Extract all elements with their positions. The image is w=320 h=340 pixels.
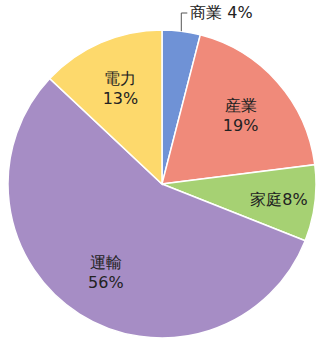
value-label: 13% — [103, 89, 139, 108]
value-label: 19% — [223, 116, 259, 135]
category-label: 商業 — [190, 3, 222, 22]
value-label: 8% — [282, 190, 307, 209]
slices — [8, 30, 316, 338]
category-label: 電力 — [104, 69, 136, 88]
category-label: 産業 — [225, 96, 257, 115]
value-label: 56% — [88, 273, 124, 292]
value-label: 4% — [227, 3, 252, 22]
slice — [162, 35, 315, 184]
leader-line — [181, 13, 187, 31]
category-label: 家庭 — [250, 190, 282, 209]
chart: 商業 4% 産業19% 家庭8% 運輸56% 電力13% — [0, 0, 320, 340]
category-label: 運輸 — [90, 253, 122, 272]
slice — [50, 30, 162, 184]
labels: 商業 4% 産業19% 家庭8% 運輸56% 電力13% — [88, 3, 308, 292]
